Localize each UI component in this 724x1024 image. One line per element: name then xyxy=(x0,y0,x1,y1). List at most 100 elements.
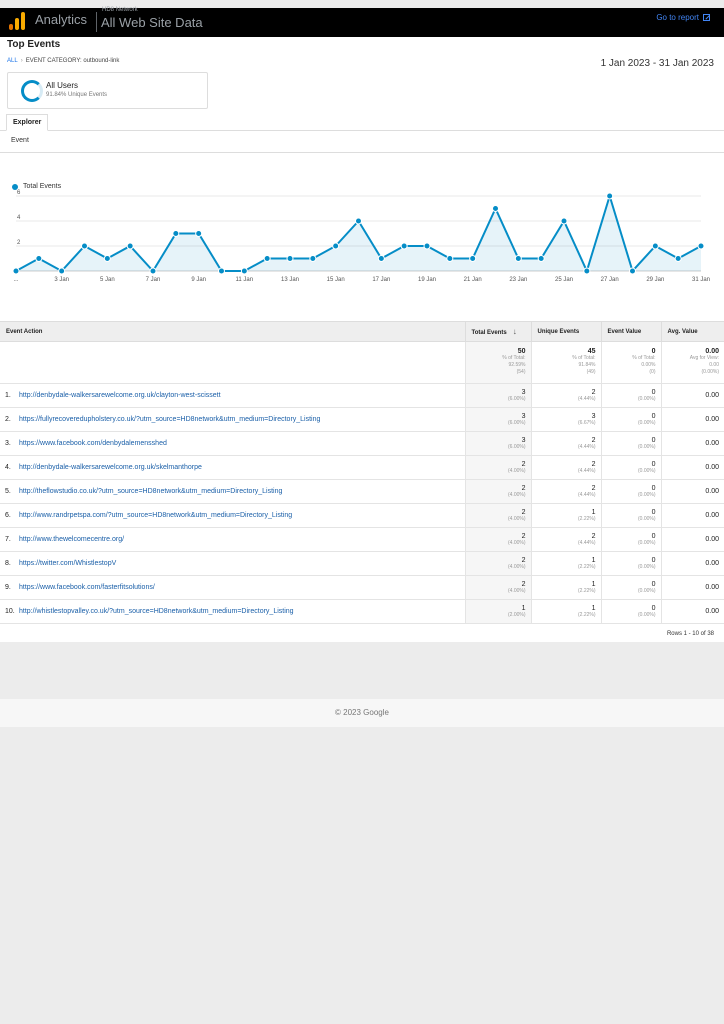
data-point xyxy=(537,255,545,262)
event-value-pct: (0.00%) xyxy=(637,516,656,522)
event-value-cell: 0 (0.00%) xyxy=(600,383,661,408)
total-events-value: 2 xyxy=(521,485,526,492)
analytics-logo-icon[interactable] xyxy=(9,12,25,30)
unique-events-value: 1 xyxy=(591,605,596,612)
unique-events-pct: (6.67%) xyxy=(577,420,596,426)
breadcrumb-all-link[interactable]: ALL xyxy=(7,58,18,64)
go-to-report-label: Go to report xyxy=(656,13,699,22)
event-action-link[interactable]: https://www.facebook.com/fasterfitsoluti… xyxy=(19,584,155,591)
total-events-pct: (4.00%) xyxy=(507,468,526,474)
data-point xyxy=(332,242,340,250)
col-event-action[interactable]: Event Action xyxy=(0,321,465,342)
total-events-value: 3 xyxy=(521,437,526,444)
row-index: 3. xyxy=(5,440,11,447)
pagination-info: Rows 1 - 10 of 38 xyxy=(666,631,714,637)
tab-explorer[interactable]: Explorer xyxy=(6,114,49,131)
avg-value-value: 0.00 xyxy=(705,512,719,519)
unique-events-cell: 1 (2.22%) xyxy=(530,551,601,576)
data-point xyxy=(263,255,271,262)
row-index: 7. xyxy=(5,536,11,543)
legend-total-events[interactable]: Total Events xyxy=(23,183,62,190)
col-event-value[interactable]: Event Value xyxy=(600,321,661,342)
subtab-event[interactable]: Event xyxy=(11,137,29,144)
total-events-cell: 3 (6.00%) xyxy=(464,431,531,456)
unique-events-cell: 1 (2.22%) xyxy=(530,599,601,624)
x-tick-label: 23 Jan xyxy=(509,277,527,283)
event-action-link[interactable]: http://denbydale-walkersarewelcome.org.u… xyxy=(19,464,202,471)
total-sub: 92.59% xyxy=(508,362,526,368)
footer-copyright: © 2023 Google xyxy=(0,699,724,727)
event-action-cell: 3. https://www.facebook.com/denbydalemens… xyxy=(0,431,465,456)
avg-value-cell: 0.00 xyxy=(660,551,724,576)
total-events-value: 2 xyxy=(521,557,526,564)
data-point xyxy=(629,267,636,275)
event-action-link[interactable]: http://www.randrpetspa.com/?utm_source=H… xyxy=(19,512,293,519)
avg-value-value: 0.00 xyxy=(705,440,719,447)
x-tick-label: 19 Jan xyxy=(418,277,436,283)
avg-value-value: 0.00 xyxy=(705,560,719,567)
unique-events-pct: (4.44%) xyxy=(577,492,596,498)
col-total-events[interactable]: Total Events ↓ xyxy=(464,321,531,342)
avg-value-value: 0.00 xyxy=(705,416,719,423)
property-name[interactable]: All Web Site Data xyxy=(101,15,203,30)
table-row: 2. https://fullyrecoveredupholstery.co.uk… xyxy=(0,407,724,432)
data-point xyxy=(35,255,43,262)
event-action-link[interactable]: https://www.facebook.com/denbydalemenssh… xyxy=(19,440,167,447)
total-sub: Avg for View: xyxy=(689,355,719,361)
event-action-cell: 4. http://denbydale-walkersarewelcome.org… xyxy=(0,455,465,480)
unique-events-value: 1 xyxy=(591,509,596,516)
events-table: Event Action Total Events ↓ Unique Events… xyxy=(0,321,724,624)
total-events-cell: 2 (4.00%) xyxy=(464,503,531,528)
event-action-link[interactable]: http://denbydale-walkersarewelcome.org.u… xyxy=(19,392,221,399)
event-value-value: 0 xyxy=(651,581,656,588)
unique-events-cell: 1 (2.22%) xyxy=(530,503,601,528)
unique-events-pct: (2.22%) xyxy=(577,612,596,618)
unique-events-pct: (4.44%) xyxy=(577,468,596,474)
go-to-report-link[interactable]: Go to report xyxy=(656,13,710,22)
data-point xyxy=(355,217,362,225)
x-tick-label: 27 Jan xyxy=(601,277,619,283)
table-row: 8. https://twitter.com/WhistlestopV 2 (4.00… xyxy=(0,551,724,576)
total-events-cell: 3 (6.00%) xyxy=(464,383,531,408)
total-value: 0.00 xyxy=(705,348,719,355)
x-tick-label: 31 Jan xyxy=(692,277,710,283)
avg-value-cell: 0.00 xyxy=(660,599,724,624)
unique-events-pct: (4.44%) xyxy=(577,396,596,402)
event-action-cell: 8. https://twitter.com/WhistlestopV xyxy=(0,551,465,576)
event-action-link[interactable]: https://fullyrecoveredupholstery.co.uk/?… xyxy=(19,416,321,423)
event-action-cell: 9. https://www.facebook.com/fasterfitsolu… xyxy=(0,575,465,600)
data-point xyxy=(172,230,180,237)
unique-events-cell: 2 (4.44%) xyxy=(530,383,601,408)
event-value-pct: (0.00%) xyxy=(637,540,656,546)
event-action-link[interactable]: https://twitter.com/WhistlestopV xyxy=(19,560,117,567)
unique-events-cell: 2 (4.44%) xyxy=(530,431,601,456)
table-row: 7. http://www.thewelcomecentre.org/2 (4.00… xyxy=(0,527,724,552)
unique-events-cell: 3 (6.67%) xyxy=(530,407,601,432)
data-point xyxy=(240,267,248,275)
event-action-cell: 6. http://www.randrpetspa.com/?utm_source… xyxy=(0,503,465,528)
col-unique-events[interactable]: Unique Events xyxy=(530,321,601,342)
event-action-link[interactable]: http://whistlestopvalley.co.uk/?utm_sour… xyxy=(19,608,294,615)
account-name[interactable]: HD8 Network xyxy=(102,7,138,13)
unique-events-value: 2 xyxy=(591,389,596,396)
event-action-link[interactable]: http://www.thewelcomecentre.org/ xyxy=(19,536,125,543)
x-tick-label: 13 Jan xyxy=(281,277,299,283)
totals-avg-value: 0.00 Avg for View: 0.00 (0.00%) xyxy=(660,341,724,384)
data-point xyxy=(400,242,408,250)
event-action-cell: 5. http://theflowstudio.co.uk/?utm_source… xyxy=(0,479,465,504)
x-tick-label: 5 Jan xyxy=(100,277,115,283)
segment-card[interactable]: All Users 91.84% Unique Events xyxy=(7,72,208,109)
col-avg-value[interactable]: Avg. Value xyxy=(660,321,724,342)
date-range-selector[interactable]: 1 Jan 2023 - 31 Jan 2023 xyxy=(600,58,714,69)
total-events-value: 1 xyxy=(521,605,526,612)
total-sub: (0.00%) xyxy=(701,369,719,375)
event-value-cell: 0 (0.00%) xyxy=(600,479,661,504)
totals-label-cell xyxy=(0,341,465,384)
total-sub: % of Total: xyxy=(632,355,656,361)
total-events-cell: 2 (4.00%) xyxy=(464,455,531,480)
event-value-pct: (0.00%) xyxy=(637,588,656,594)
event-action-link[interactable]: http://theflowstudio.co.uk/?utm_source=H… xyxy=(19,488,283,495)
total-sub: (49) xyxy=(586,369,596,375)
avg-value-value: 0.00 xyxy=(705,608,719,615)
x-tick-label: 15 Jan xyxy=(327,277,345,283)
